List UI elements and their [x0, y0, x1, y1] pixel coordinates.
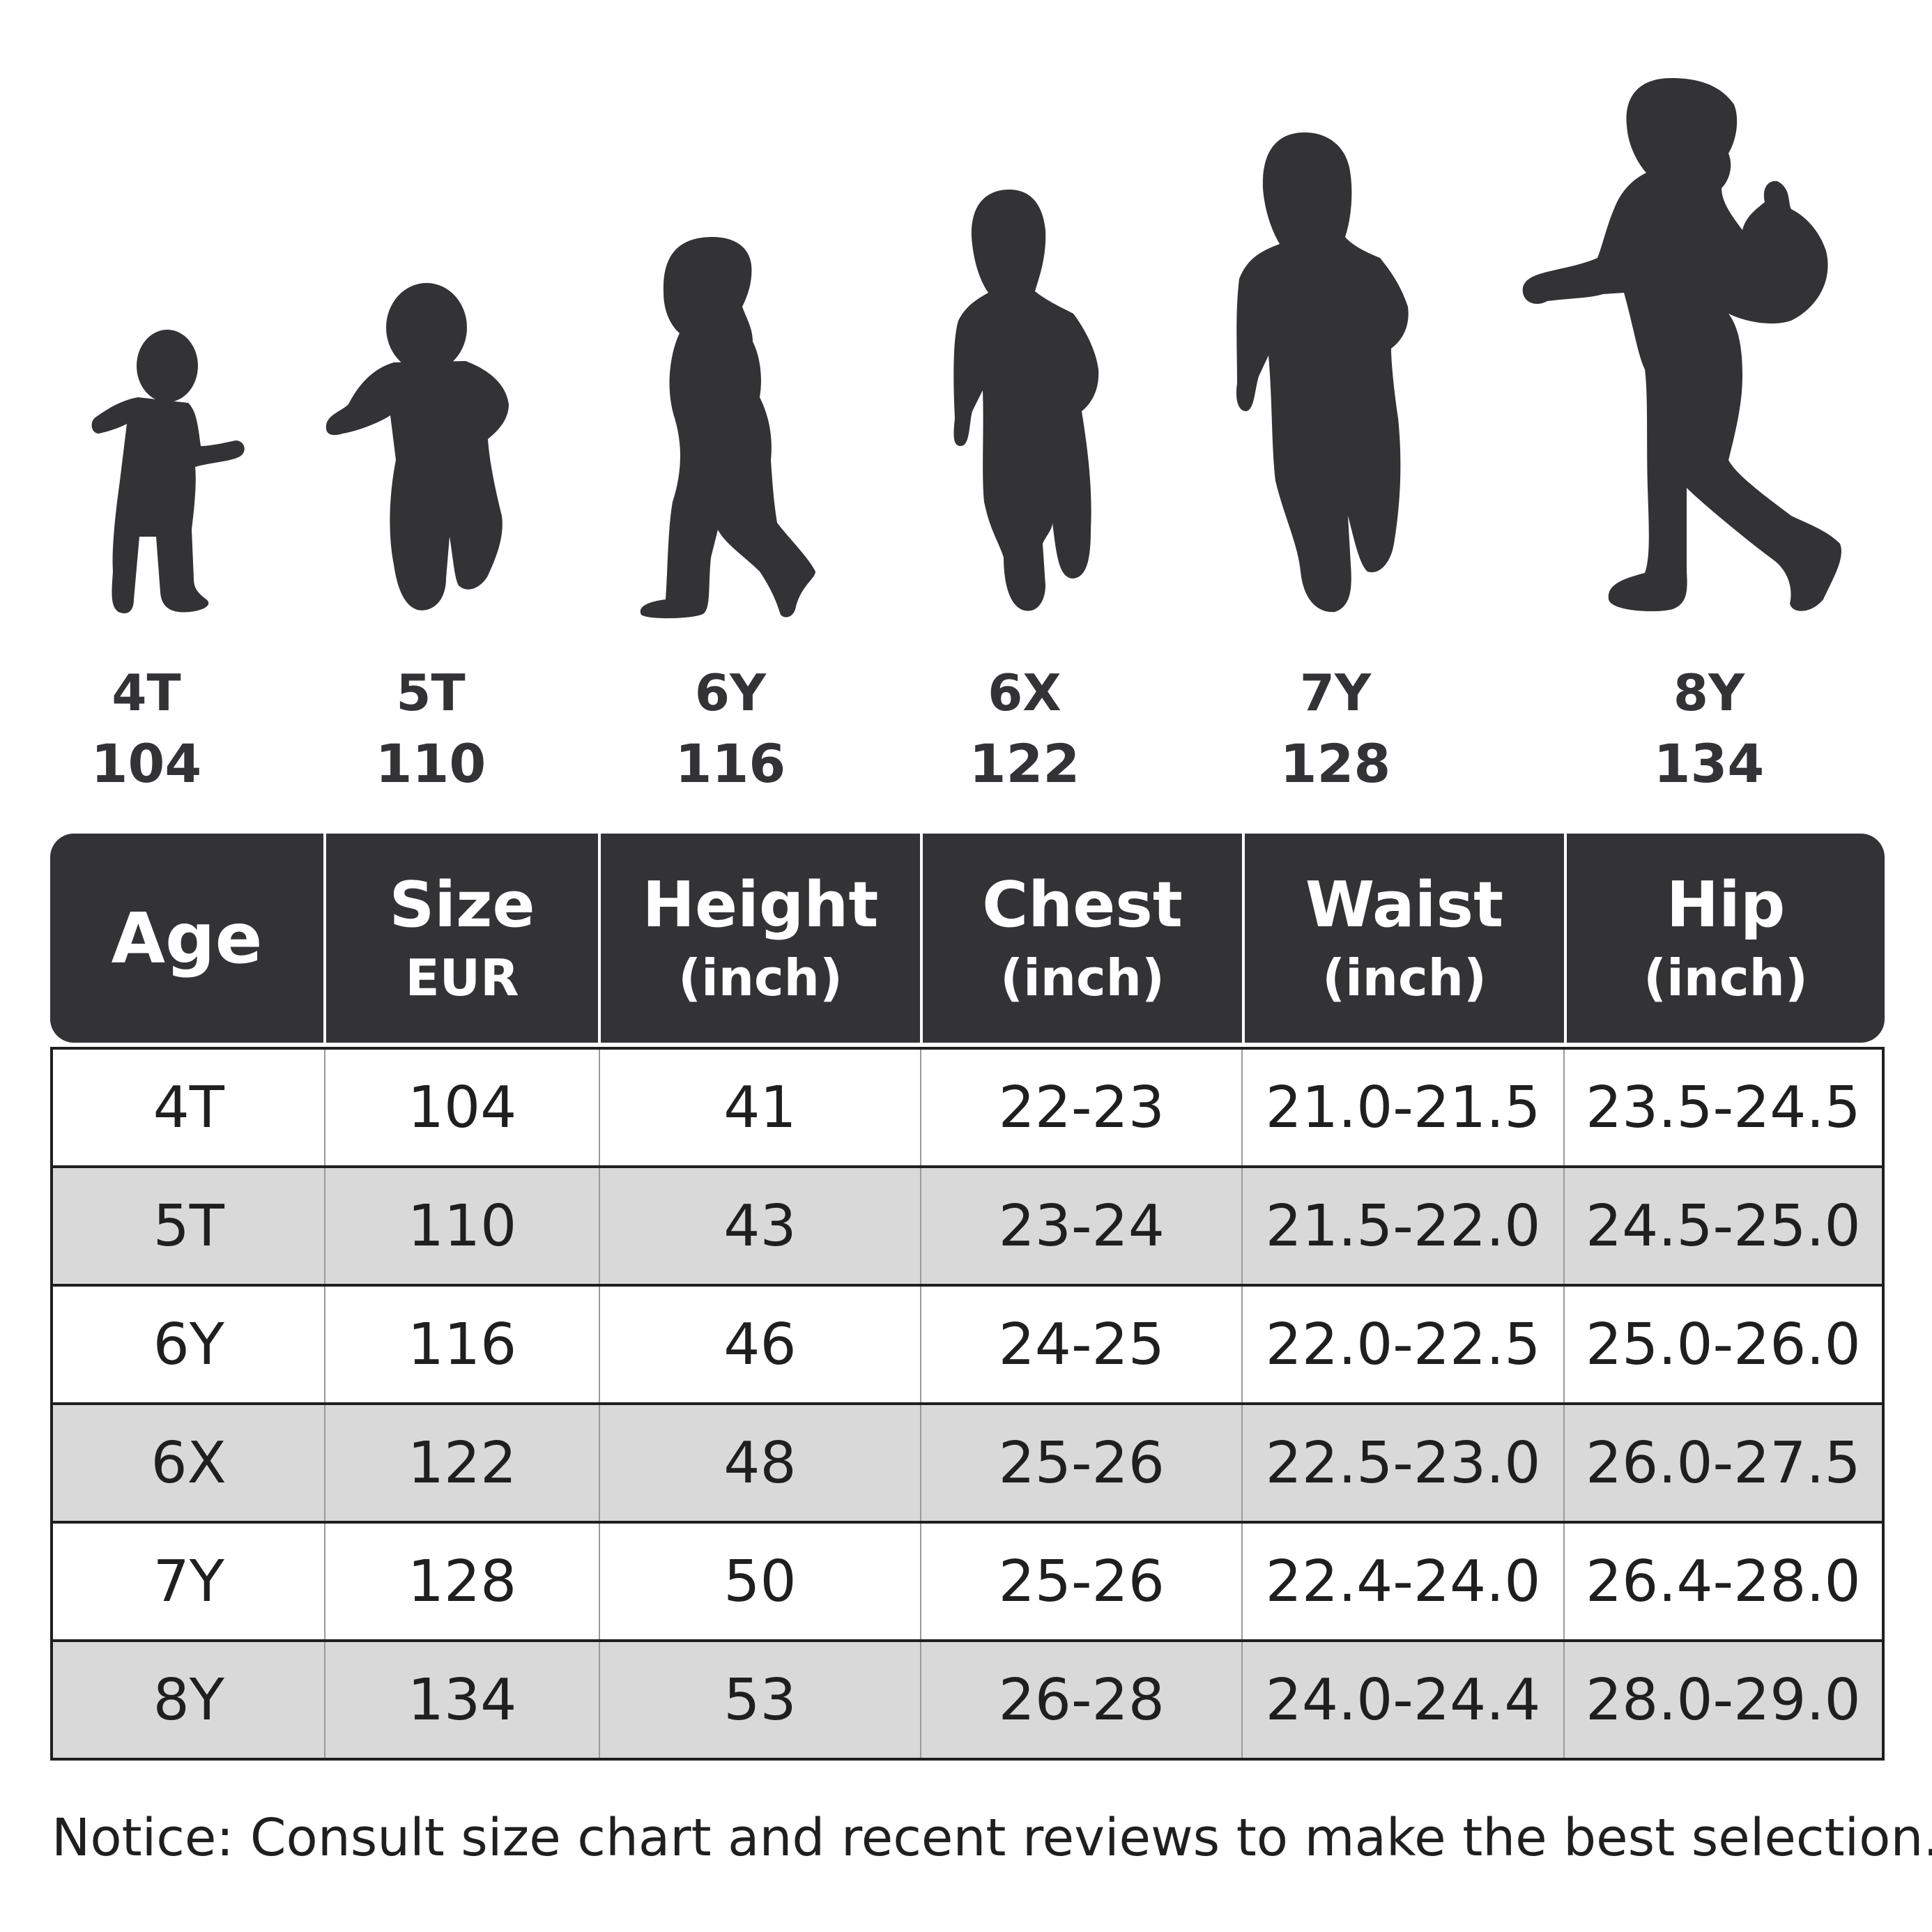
cell-hip: 25.0-26.0 [1585, 1311, 1861, 1378]
child-silhouette-icon [1236, 132, 1409, 613]
table-row: 8Y 134 53 26-28 24.0-24.4 28.0-29.0 [53, 1639, 1882, 1758]
cell-age: 7Y [53, 1524, 326, 1639]
cell-age: 6Y [53, 1287, 326, 1402]
cell-waist: 22.5-23.0 [1243, 1405, 1565, 1521]
header-sub: (inch) [1643, 949, 1808, 1008]
header-sub: (inch) [678, 949, 843, 1008]
cell-hip: 26.4-28.0 [1585, 1548, 1861, 1615]
header-sub: (inch) [1000, 949, 1165, 1008]
figure-eur: 110 [375, 733, 486, 795]
cell-height: 48 [600, 1405, 922, 1521]
toddler-silhouette-icon [91, 330, 245, 613]
cell-chest: 22-23 [921, 1050, 1243, 1165]
cell-waist: 21.5-22.0 [1243, 1168, 1565, 1284]
cell-hip: 23.5-24.5 [1585, 1074, 1861, 1141]
child-silhouette-icon [325, 283, 509, 611]
cell-size: 134 [325, 1642, 600, 1758]
figure-eur: 116 [675, 733, 786, 795]
figure-age: 5T [396, 664, 466, 722]
figure-label-5t: 5T 110 [326, 668, 535, 790]
cell-size: 122 [325, 1405, 600, 1521]
cell-age: 5T [53, 1168, 326, 1284]
figure-label-8y: 8Y 134 [1604, 668, 1814, 790]
cell-height: 43 [600, 1168, 922, 1284]
figure-label-6x: 6X 122 [920, 668, 1129, 790]
header-size: Size EUR [326, 834, 601, 1043]
header-waist: Waist (inch) [1245, 834, 1567, 1043]
header-age: Age [50, 834, 326, 1043]
silhouettes [91, 78, 1841, 619]
header-main: Hip [1666, 868, 1786, 942]
header-sub: (inch) [1322, 949, 1487, 1008]
cell-hip: 28.0-29.0 [1585, 1666, 1861, 1733]
cell-chest: 24-25 [921, 1287, 1243, 1402]
cell-size: 104 [325, 1050, 600, 1165]
cell-height: 50 [600, 1524, 922, 1639]
header-chest: Chest (inch) [923, 834, 1245, 1043]
size-illustration: 4T 104 5T 110 6Y 116 6X 122 7Y 128 8Y 13… [0, 0, 1932, 795]
figure-eur: 128 [1280, 733, 1391, 795]
header-main: Height [642, 868, 879, 942]
table-row: 7Y 128 50 25-26 22.4-24.0 26.4-28.0 [53, 1521, 1882, 1639]
header-main: Age [111, 897, 263, 979]
cell-hip: 26.0-27.5 [1585, 1429, 1861, 1496]
cell-size: 116 [325, 1287, 600, 1402]
figure-label-6y: 6Y 116 [626, 668, 835, 790]
cell-age: 8Y [53, 1642, 326, 1758]
size-table: Age Size EUR Height (inch) Chest (inch) … [50, 834, 1885, 1761]
figure-age: 8Y [1673, 664, 1745, 722]
child-silhouette-icon [953, 190, 1099, 611]
cell-hip: 24.5-25.0 [1585, 1193, 1861, 1259]
header-main: Size [389, 868, 535, 942]
header-main: Waist [1305, 868, 1504, 942]
figure-age: 7Y [1299, 664, 1372, 722]
table-row: 4T 104 41 22-23 21.0-21.5 23.5-24.5 [53, 1047, 1882, 1165]
header-main: Chest [982, 868, 1183, 942]
cell-age: 6X [53, 1405, 326, 1521]
figure-label-7y: 7Y 128 [1231, 668, 1440, 790]
figure-eur: 104 [91, 733, 202, 795]
cell-size: 128 [325, 1524, 600, 1639]
header-hip: Hip (inch) [1567, 834, 1885, 1043]
cell-height: 46 [600, 1287, 922, 1402]
cell-chest: 25-26 [921, 1405, 1243, 1521]
notice-text: Notice: Consult size chart and recent re… [52, 1808, 1932, 1868]
cell-waist: 24.0-24.4 [1243, 1642, 1565, 1758]
cell-height: 41 [600, 1050, 922, 1165]
table-body: 4T 104 41 22-23 21.0-21.5 23.5-24.5 5T 1… [50, 1047, 1885, 1761]
figure-age: 4T [112, 664, 181, 722]
cell-chest: 25-26 [921, 1524, 1243, 1639]
cell-waist: 22.0-22.5 [1243, 1287, 1565, 1402]
cell-chest: 23-24 [921, 1168, 1243, 1284]
figure-eur: 134 [1653, 733, 1765, 795]
cell-size: 110 [325, 1168, 600, 1284]
table-row: 6Y 116 46 24-25 22.0-22.5 25.0-26.0 [53, 1284, 1882, 1402]
table-row: 6X 122 48 25-26 22.5-23.0 26.0-27.5 [53, 1402, 1882, 1521]
header-height: Height (inch) [601, 834, 923, 1043]
cell-waist: 22.4-24.0 [1243, 1524, 1565, 1639]
cell-age: 4T [53, 1050, 326, 1165]
cell-waist: 21.0-21.5 [1243, 1050, 1565, 1165]
header-sub: EUR [405, 949, 519, 1008]
cell-chest: 26-28 [921, 1642, 1243, 1758]
child-with-bag-silhouette-icon [1522, 78, 1841, 612]
figure-age: 6Y [694, 664, 767, 722]
child-silhouette-icon [640, 237, 815, 619]
cell-height: 53 [600, 1642, 922, 1758]
figure-age: 6X [988, 664, 1061, 722]
figure-eur: 122 [969, 733, 1080, 795]
table-row: 5T 110 43 23-24 21.5-22.0 24.5-25.0 [53, 1165, 1882, 1284]
table-header: Age Size EUR Height (inch) Chest (inch) … [50, 834, 1885, 1043]
figure-label-4t: 4T 104 [42, 668, 251, 790]
